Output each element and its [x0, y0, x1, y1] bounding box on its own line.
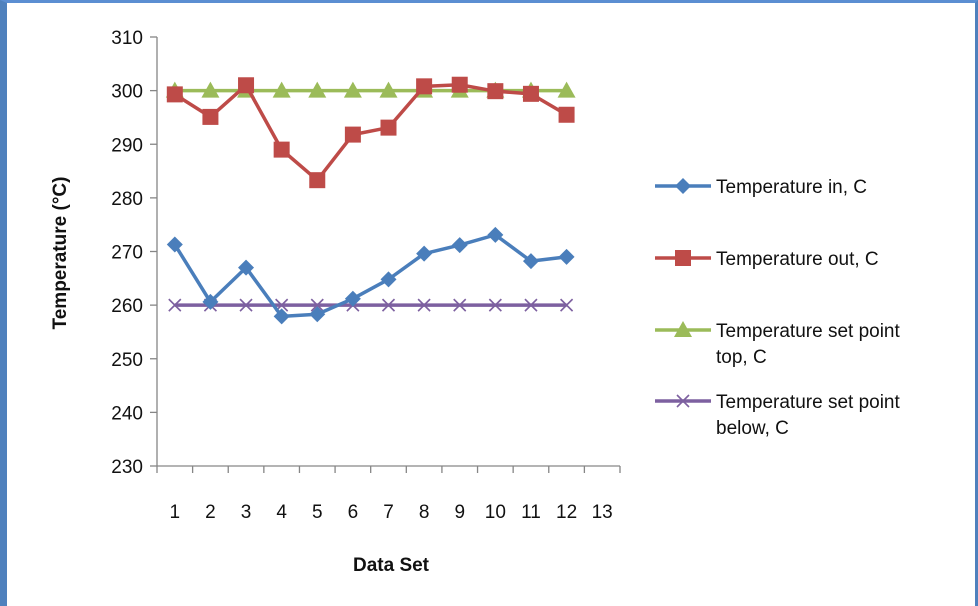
data-point [558, 106, 575, 123]
data-point [344, 126, 361, 143]
legend-entry-4: Temperature set point below, C [655, 392, 900, 439]
series-layer [165, 76, 576, 325]
legend-marker [675, 250, 691, 266]
data-point [343, 81, 362, 98]
x-tick-label: 12 [556, 502, 577, 523]
data-point [524, 298, 538, 312]
y-tick-label: 280 [111, 189, 143, 210]
data-point [309, 172, 326, 189]
data-point [557, 81, 576, 98]
data-point [380, 119, 397, 136]
x-tick-label: 11 [521, 502, 541, 523]
x-tick-label: 2 [205, 502, 216, 523]
legend: Temperature in, C Temperature out, C Tempe… [655, 177, 900, 439]
y-tick-label: 240 [111, 403, 143, 424]
series-3 [165, 81, 576, 98]
y-axis: 230 240 250 260 270 280 290 300 310 [111, 28, 158, 478]
data-point [380, 271, 397, 288]
data-point [522, 253, 539, 270]
x-tick-label: 1 [170, 502, 181, 523]
y-tick-label: 300 [111, 82, 143, 103]
legend-marker [675, 178, 691, 194]
data-point [273, 308, 290, 325]
data-point [202, 293, 219, 310]
x-tick-label: 7 [383, 502, 394, 523]
x-axis-title: Data Set [353, 555, 430, 576]
data-point [451, 237, 468, 254]
data-point [416, 245, 433, 262]
data-point [166, 86, 183, 103]
series-1 [166, 226, 575, 325]
y-tick-label: 260 [111, 296, 143, 317]
data-point [238, 77, 255, 94]
legend-label: below, C [716, 418, 789, 439]
x-tick-label: 6 [348, 502, 359, 523]
legend-label: Temperature set point [716, 321, 900, 342]
legend-entry-1: Temperature in, C [655, 177, 867, 198]
legend-marker [674, 321, 692, 337]
data-point [381, 298, 396, 312]
series-line [173, 233, 567, 319]
data-point [238, 259, 255, 276]
data-point [239, 298, 253, 312]
y-tick-label: 270 [111, 243, 143, 264]
series-4 [168, 298, 574, 312]
legend-label: Temperature in, C [716, 177, 867, 198]
x-tick-label: 9 [454, 502, 465, 523]
data-point [558, 248, 575, 265]
legend-entry-2: Temperature out, C [655, 249, 879, 270]
data-point [522, 85, 539, 102]
y-tick-label: 230 [111, 457, 143, 478]
x-axis: 1 2 3 4 5 6 7 8 9 10 11 12 13 [156, 465, 621, 523]
legend-label: Temperature set point [716, 392, 900, 413]
data-point [272, 81, 291, 98]
series-2 [166, 76, 575, 189]
data-point [273, 141, 290, 158]
y-axis-title: Temperature (°C) [50, 177, 71, 330]
y-tick-label: 310 [111, 28, 143, 49]
legend-label: top, C [716, 347, 767, 368]
x-tick-label: 3 [241, 502, 252, 523]
data-point [344, 290, 361, 307]
x-tick-label: 13 [592, 502, 613, 523]
data-point [166, 236, 183, 253]
data-point [201, 81, 220, 98]
legend-entry-3: Temperature set point top, C [655, 321, 900, 368]
data-point [451, 76, 468, 93]
data-point [560, 298, 574, 312]
data-point [487, 226, 504, 243]
series-line [173, 82, 568, 182]
data-point [453, 298, 467, 312]
data-point [379, 81, 398, 98]
data-point [309, 306, 326, 323]
data-point [416, 78, 433, 95]
data-point [487, 83, 504, 100]
data-point [168, 298, 182, 312]
x-tick-label: 8 [419, 502, 430, 523]
data-point [488, 298, 502, 312]
y-tick-label: 250 [111, 350, 143, 371]
x-tick-label: 5 [312, 502, 323, 523]
data-point [417, 298, 431, 312]
data-point [310, 298, 324, 312]
data-point [202, 108, 219, 125]
legend-label: Temperature out, C [716, 249, 879, 270]
legend-marker [676, 394, 690, 408]
y-tick-label: 290 [111, 135, 143, 156]
data-point [308, 81, 327, 98]
x-tick-label: 4 [276, 502, 287, 523]
x-tick-label: 10 [485, 502, 506, 523]
